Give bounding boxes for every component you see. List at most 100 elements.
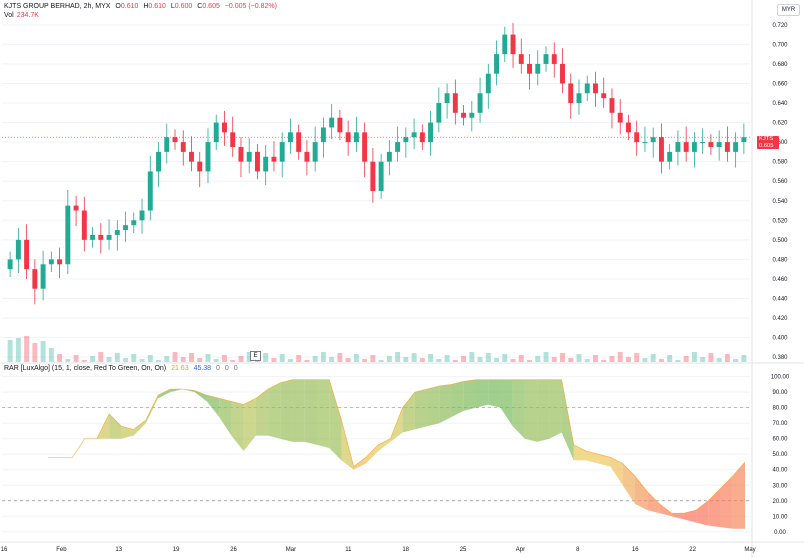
volume-bar [156,360,161,362]
rar-area-segment [549,379,562,439]
rar-area-segment [451,381,464,417]
volume-bar [90,356,96,362]
volume-bar [164,356,170,362]
grid-lines [2,24,750,533]
rar-area-segment [647,491,660,514]
rar-tick-label: 100.00 [771,375,790,381]
candle-body [238,147,244,162]
rar-area-segment [439,384,452,424]
volume-bar [485,353,491,362]
volume-bar [691,352,697,362]
volume-bar [345,358,351,362]
volume-bar [189,353,194,362]
candle-body [98,234,104,240]
indicator-legend: RAR [LuxAlgo] (15, 1, close, Red To Gree… [4,365,241,372]
rar-area-segment [292,379,305,442]
candle-body [378,161,384,191]
earnings-event-badge[interactable]: E [250,351,261,361]
volume-bar [139,359,145,362]
price-tick-label: 0.620 [772,121,788,127]
volume-bar [576,354,582,362]
volume-bar [700,357,706,362]
currency-button[interactable]: MYR [777,4,800,16]
candle-body [90,234,96,240]
candle-body [48,259,54,265]
volume-bar [246,352,252,362]
candle-body [452,93,458,113]
candle-body [691,142,697,152]
time-tick-label: 26 [230,547,237,553]
rar-area-segment [475,379,489,408]
candle-body [73,205,79,211]
volume-bar [98,352,104,362]
volume-bar [287,359,293,362]
high-value: 0.610 [148,3,166,10]
candle-body [57,259,63,265]
volume-bar [81,360,87,362]
candle-body [733,142,739,152]
rar-area-segment [696,500,709,526]
volume-bar [304,360,310,362]
volume-bar [411,353,417,362]
rar-tick-label: 90.00 [772,390,788,396]
candle-body [287,132,293,143]
volume-bar [683,356,689,362]
candle-body [419,132,425,143]
volume-bar [551,357,557,362]
volume-bar [57,354,63,362]
rar-area-segment [329,379,342,461]
candle-body [15,239,21,260]
volume-bar [386,356,392,362]
volume-bar [461,356,467,362]
price-tick-label: 0.720 [772,23,788,29]
candle-body [213,122,219,143]
rar-area-segment [231,401,244,452]
candle-body [263,156,269,172]
candle-body [205,142,211,172]
time-tick-label: 19 [173,547,180,553]
rar-tick-label: 60.00 [772,437,788,443]
candle-body [370,161,376,191]
rar-area-segment [427,385,440,427]
rar-tick-label: 40.00 [772,468,788,474]
volume-bar [601,360,607,362]
rar-area-segment [182,389,195,393]
rar-area-segment [255,389,269,436]
volume-bar [337,353,343,362]
time-tick-label: 11 [345,547,352,553]
price-tick-label: 0.520 [772,218,788,224]
rar-area-segment [365,444,379,464]
volume-bar [708,353,714,362]
candle-body [139,210,145,221]
candle-body [164,137,170,152]
volume-bar [543,352,549,362]
volume-bar [65,359,71,362]
candle-body [527,63,532,74]
candle-body [246,151,252,162]
time-tick-label: 13 [115,547,122,553]
candle-body [708,142,714,147]
candle-body [461,112,467,118]
candle-body [106,234,112,240]
volume-bar [452,360,458,362]
rar-area-segment [683,510,697,523]
volume-bar [675,360,681,362]
rar-area-segment [634,475,648,511]
candle-body [24,239,30,270]
time-tick-label: May [744,547,755,553]
rar-area-segment [353,457,366,470]
indicator-value-1: 21.63 [171,365,189,372]
time-tick-label: Mar [286,547,296,553]
rar-area-segment [488,379,501,408]
candle-body [156,151,161,172]
volume-bar [362,359,368,362]
price-tag: KJTS 0.605 01:20:47 [757,136,782,155]
rar-area-segment [158,389,171,399]
rar-tick-label: 80.00 [772,406,788,412]
rar-area-segment [659,503,672,517]
price-tag-symbol: KJTS [759,136,774,142]
indicator-title: RAR [LuxAlgo] (15, 1, close, Red To Gree… [4,365,167,372]
candle-body [131,220,137,226]
